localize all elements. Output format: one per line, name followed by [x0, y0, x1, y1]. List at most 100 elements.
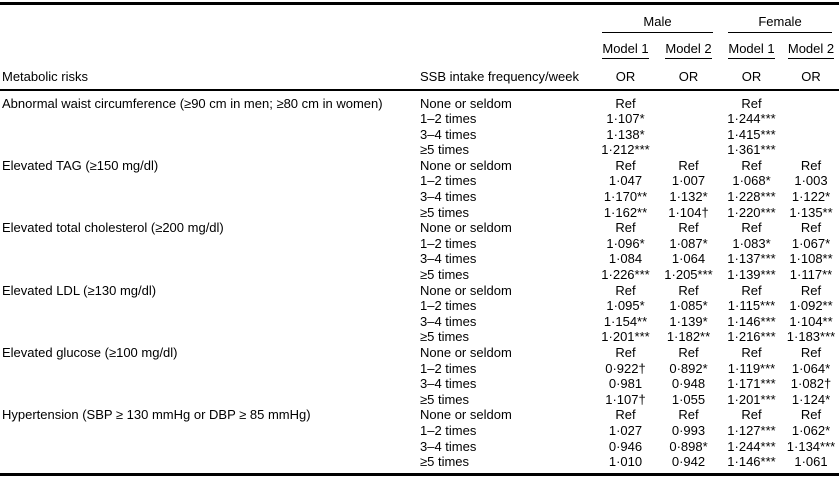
table-row: 3–4 times 1·154** 1·139* 1·146*** 1·104**	[0, 314, 839, 330]
or-value-male-m1: 1·095*	[606, 298, 645, 314]
or-value-female-m1: 1·146***	[727, 454, 776, 470]
male-group-label: Male	[602, 14, 713, 33]
freq-label: None or seldom	[420, 157, 512, 173]
risk-label	[0, 392, 418, 408]
or-value-female-m2: 1·062*	[791, 422, 831, 438]
or-value-female-m2	[783, 111, 839, 127]
table-row: 1–2 times 1·107* 1·244***	[0, 111, 839, 127]
or-value-female-m2: Ref	[800, 345, 822, 360]
or-value-male-m2: 1·087*	[669, 235, 708, 251]
or-value-female-m2: Ref	[800, 157, 822, 173]
or-value-male-m2: 1·182**	[666, 329, 711, 345]
female-model2-header: Model 2	[783, 33, 839, 59]
or-value-female-m2: 1·135**	[789, 204, 833, 220]
freq-label: ≥5 times	[420, 142, 470, 158]
or-value-female-m1: 1·216***	[727, 329, 776, 345]
or-value-female-m2: 1·067*	[791, 235, 831, 251]
risk-label: Elevated glucose (≥100 mg/dl)	[2, 345, 178, 360]
or-value-female-m1: 1·201***	[727, 391, 776, 407]
table-header: Male Female Model 1 Model 2 Model 1 Mode…	[0, 4, 839, 91]
or-value-male-m2: 1·139*	[669, 313, 708, 329]
or-value-female-m1: 1·244***	[727, 438, 776, 454]
or-value-male-m2: Ref	[678, 282, 699, 298]
risk-label	[0, 205, 418, 221]
spanner-spacer	[0, 4, 418, 33]
or-value-female-m2: 1·064*	[791, 360, 831, 376]
or-value-female-m2: 1·108**	[789, 251, 833, 267]
model-row: Model 1 Model 2 Model 1 Model 2	[0, 33, 839, 59]
or-value-female-m1: Ref	[741, 282, 762, 298]
table-row: 1–2 times 0·922† 0·892* 1·119*** 1·064*	[0, 361, 839, 377]
or-value-female-m2: 1·092**	[789, 298, 833, 314]
or-value-male-m1: 1·212***	[601, 142, 650, 158]
or-value-male-m1: 1·107†	[605, 391, 646, 407]
or-value-male-m1: 1·154**	[603, 313, 648, 329]
table-body: Abnormal waist circumference (≥90 cm in …	[0, 90, 839, 475]
risk-label	[0, 142, 418, 158]
risk-label: Elevated LDL (≥130 mg/dl)	[2, 282, 157, 298]
or-value-female-m2: Ref	[800, 282, 822, 298]
risk-label: Elevated TAG (≥150 mg/dl)	[2, 157, 159, 173]
table-row: Elevated LDL (≥130 mg/dl) None or seldom R…	[0, 283, 839, 299]
or-value-male-m2	[657, 90, 720, 112]
or-value-male-m2: 0·942	[671, 454, 706, 470]
or-value-female-m1: 1·228***	[727, 189, 776, 205]
or-value-male-m2: 0·948	[671, 376, 706, 392]
risk-label	[0, 423, 418, 439]
freq-label: 1–2 times	[420, 235, 477, 251]
or-header-female-m1: OR	[720, 58, 783, 91]
or-value-female-m2: 1·183***	[786, 329, 836, 345]
female-column-group: Female	[720, 4, 839, 33]
freq-label: 3–4 times	[420, 189, 477, 205]
or-value-male-m1: 1·027	[608, 422, 643, 438]
table-row: 1–2 times 1·047 1·007 1·068* 1·003	[0, 173, 839, 189]
freq-label: None or seldom	[420, 407, 512, 423]
or-value-female-m1: 1·137***	[727, 251, 776, 267]
or-value-male-m2: Ref	[678, 407, 699, 423]
freq-label: ≥5 times	[420, 454, 470, 470]
freq-label: 3–4 times	[420, 126, 477, 142]
or-value-male-m2: 1·132*	[669, 189, 708, 205]
or-value-female-m2	[783, 142, 839, 158]
or-value-male-m2: Ref	[678, 345, 699, 360]
female-group-label: Female	[728, 14, 833, 33]
or-value-female-m2: 1·134***	[786, 438, 836, 454]
or-value-male-m1: Ref	[615, 95, 636, 111]
or-value-male-m2: 1·064	[671, 251, 706, 267]
or-value-male-m1: Ref	[615, 345, 636, 360]
risk-label	[0, 361, 418, 377]
table-row: ≥5 times 1·107† 1·055 1·201*** 1·124*	[0, 392, 839, 408]
or-value-female-m2: 1·117**	[789, 267, 833, 283]
freq-label: ≥5 times	[420, 329, 470, 345]
or-value-male-m2: Ref	[678, 157, 699, 173]
freq-label: ≥5 times	[420, 204, 470, 220]
or-value-male-m1: 1·162**	[603, 204, 648, 220]
table-row: ≥5 times 1·201*** 1·182** 1·216*** 1·183***	[0, 329, 839, 345]
metabolic-risks-header: Metabolic risks	[0, 58, 418, 91]
risk-label	[0, 439, 418, 455]
or-value-male-m1: Ref	[615, 157, 636, 173]
spanner-spacer	[418, 4, 594, 33]
table-row: ≥5 times 1·010 0·942 1·146*** 1·061	[0, 454, 839, 474]
table-row: ≥5 times 1·226*** 1·205*** 1·139*** 1·117**	[0, 267, 839, 283]
table-row: 1–2 times 1·027 0·993 1·127*** 1·062*	[0, 423, 839, 439]
risk-label	[0, 314, 418, 330]
freq-label: ≥5 times	[420, 267, 470, 283]
or-value-female-m1: Ref	[741, 407, 762, 423]
table-row: 3–4 times 1·170** 1·132* 1·228*** 1·122*	[0, 189, 839, 205]
or-value-female-m1: 1·068*	[732, 173, 771, 189]
or-value-female-m1: Ref	[741, 95, 762, 111]
or-value-male-m1: Ref	[615, 282, 636, 298]
or-value-male-m2: 1·205***	[664, 267, 713, 283]
table-row: Abnormal waist circumference (≥90 cm in …	[0, 90, 839, 112]
freq-label: 1–2 times	[420, 111, 477, 127]
male-model1-header: Model 1	[594, 33, 657, 59]
or-value-female-m1: 1·146***	[727, 313, 776, 329]
or-value-female-m2: 1·122*	[791, 189, 831, 205]
or-value-female-m2: 1·003	[794, 173, 828, 189]
or-value-female-m2	[783, 127, 839, 143]
or-value-female-m1: 1·415***	[727, 126, 776, 142]
column-header-row: Metabolic risks SSB intake frequency/wee…	[0, 58, 839, 91]
or-value-male-m2: 0·892*	[669, 360, 708, 376]
